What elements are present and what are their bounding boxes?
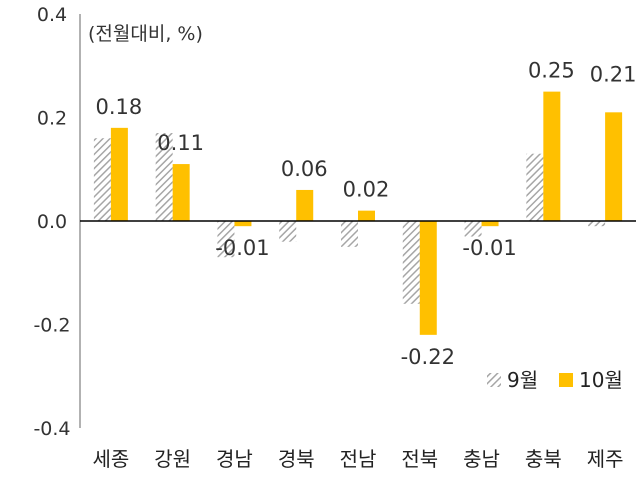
- bar-series-1-5: [341, 221, 358, 247]
- category-label: 강원: [154, 447, 191, 471]
- bar-series-1-3: [217, 221, 235, 258]
- data-label: -0.01: [215, 236, 269, 260]
- y-tick-label: 0.4: [37, 4, 67, 26]
- legend-swatch-series-1: [487, 373, 501, 387]
- category-label: 전북: [401, 447, 438, 471]
- category-label: 경남: [216, 447, 253, 471]
- data-label: 0.25: [528, 59, 575, 83]
- bar-series-2-3: [234, 221, 252, 227]
- data-label: -0.22: [401, 345, 455, 369]
- bar-series-2-8: [543, 91, 561, 221]
- category-labels: 세종 강원 경남 경북 전남 전북 충남 충북 제주: [92, 447, 623, 471]
- legend-swatch-series-2: [559, 373, 573, 387]
- category-label: 세종: [92, 447, 129, 471]
- bar-series-1-7: [464, 221, 482, 237]
- y-tick-label: -0.2: [33, 315, 70, 337]
- y-axis-ticks: 0.4 0.2 0.0 -0.2 -0.4: [33, 4, 70, 440]
- category-label: 제주: [587, 447, 624, 471]
- category-label: 전남: [340, 447, 377, 471]
- category-label: 충남: [463, 447, 500, 471]
- y-tick-label: 0.0: [37, 211, 67, 233]
- data-label: 0.06: [281, 157, 328, 181]
- bar-series-1-1: [93, 138, 111, 221]
- bar-series-2-2: [172, 164, 190, 221]
- bar-series-1-6: [402, 221, 420, 304]
- data-label: 0.18: [96, 95, 143, 119]
- bar-series-2-1: [110, 127, 128, 221]
- unit-label: (전월대비, %): [88, 23, 203, 45]
- data-label: 0.02: [343, 178, 390, 202]
- y-tick-label: -0.4: [33, 418, 70, 440]
- bar-series-1-9: [588, 221, 606, 227]
- bar-series-1-8: [526, 153, 544, 221]
- data-label: -0.01: [462, 236, 516, 260]
- bar-series-2-7: [481, 221, 499, 227]
- legend-label-series-2: 10월: [579, 368, 623, 392]
- bar-series-2-5: [358, 210, 375, 221]
- bar-series-2-6: [419, 221, 437, 335]
- data-label: 0.11: [157, 131, 204, 155]
- category-label: 충북: [525, 447, 562, 471]
- bar-series-1-4: [279, 221, 297, 242]
- bar-series-2-9: [605, 112, 623, 221]
- bar-series-2-4: [296, 189, 314, 221]
- data-labels: 0.18 0.11 -0.01 0.06 0.02 -0.22 -0.01 0.25 0.21: [96, 59, 637, 369]
- bar-series-1-2: [155, 133, 173, 221]
- bars: [93, 91, 623, 335]
- legend-label-series-1: 9월: [507, 368, 538, 392]
- category-label: 경북: [278, 447, 315, 471]
- y-tick-label: 0.2: [37, 108, 67, 130]
- legend: 9월 10월: [487, 368, 623, 392]
- data-label: 0.21: [590, 62, 637, 86]
